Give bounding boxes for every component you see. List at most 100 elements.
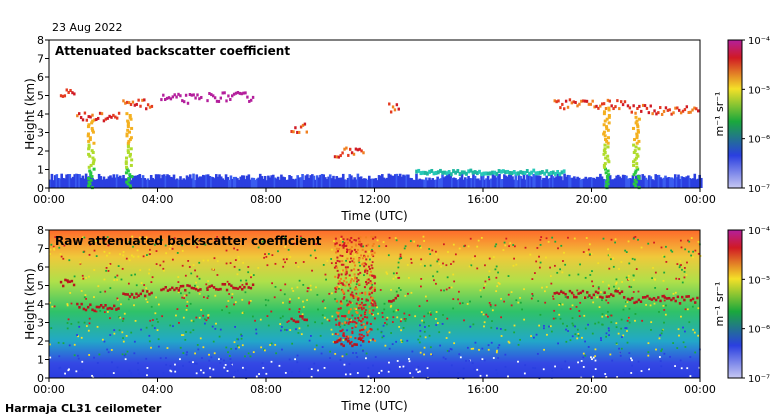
cloud-mark <box>93 118 96 122</box>
noise-mark <box>521 308 523 311</box>
noise-mark <box>429 312 432 314</box>
noise-mark <box>365 268 368 271</box>
noise-mark <box>150 305 153 308</box>
noise-mark <box>360 324 363 327</box>
boundary-layer-mark <box>130 180 133 188</box>
boundary-layer-mark <box>693 173 697 188</box>
noise-mark <box>530 297 533 300</box>
cloud-mark <box>576 104 579 108</box>
noise-mark <box>339 330 342 333</box>
noise-mark <box>314 257 317 259</box>
cloud-mark <box>166 289 170 292</box>
noise-mark <box>428 334 431 337</box>
noise-mark <box>694 351 697 354</box>
noise-mark <box>53 247 55 250</box>
noise-mark <box>663 299 666 302</box>
noise-mark <box>136 249 139 252</box>
noise-mark <box>484 283 487 286</box>
noise-mark <box>195 281 197 284</box>
noise-mark <box>367 243 370 246</box>
boundary-layer-mark <box>224 174 228 188</box>
noise-mark <box>133 340 136 343</box>
noise-mark <box>430 313 432 316</box>
noise-mark <box>73 343 76 346</box>
noise-mark <box>452 260 455 263</box>
noise-mark <box>282 258 285 261</box>
noise-mark <box>345 251 348 254</box>
precip-mark <box>124 160 128 164</box>
boundary-layer-mark <box>81 175 85 188</box>
boundary-layer-mark <box>182 178 186 188</box>
noise-mark <box>315 286 317 289</box>
noise-mark <box>559 317 562 320</box>
noise-mark <box>188 266 191 268</box>
noise-mark <box>356 311 359 314</box>
noise-mark <box>236 344 239 347</box>
noise-mark <box>543 327 545 330</box>
noise-mark <box>362 335 365 338</box>
noise-mark <box>366 334 369 337</box>
noise-mark <box>345 299 348 302</box>
noise-mark <box>477 239 480 242</box>
noise-mark <box>531 294 534 297</box>
noise-mark <box>452 377 455 380</box>
noise-mark <box>517 301 520 304</box>
precip-mark <box>634 180 638 184</box>
noise-mark <box>419 263 422 266</box>
noise-mark <box>427 312 430 315</box>
precip-mark <box>86 134 90 138</box>
noise-mark <box>296 286 299 289</box>
aerosol-mark <box>510 171 514 176</box>
noise-mark <box>680 264 682 266</box>
noise-mark <box>418 341 421 344</box>
noise-mark <box>296 361 299 364</box>
cloud-mark <box>626 104 630 108</box>
cloud-mark <box>114 115 117 119</box>
cloud-mark <box>93 309 96 313</box>
noise-mark <box>149 253 151 255</box>
cloud-mark <box>227 94 230 98</box>
boundary-layer-mark <box>680 176 684 188</box>
noise-mark <box>692 256 694 259</box>
precip-mark <box>88 136 92 140</box>
boundary-layer-mark <box>50 173 54 188</box>
noise-mark <box>360 314 363 317</box>
noise-mark <box>321 300 324 303</box>
noise-mark <box>385 271 388 274</box>
noise-mark <box>349 373 352 376</box>
noise-mark <box>440 265 443 268</box>
cloud-mark <box>393 108 397 112</box>
noise-mark <box>366 269 369 272</box>
noise-mark <box>172 325 174 328</box>
noise-mark <box>87 329 90 332</box>
noise-mark <box>335 286 338 289</box>
noise-mark <box>346 266 349 269</box>
noise-mark <box>249 355 252 358</box>
noise-mark <box>395 309 398 312</box>
x-tick-label: 20:00 <box>576 193 608 206</box>
plot-area <box>49 40 700 188</box>
noise-mark <box>539 238 542 241</box>
cloud-mark <box>640 109 643 113</box>
noise-mark <box>233 303 235 306</box>
noise-mark <box>496 285 499 288</box>
cloud-mark <box>164 98 167 102</box>
noise-mark <box>373 317 376 320</box>
boundary-layer-mark <box>289 176 293 188</box>
noise-mark <box>509 242 512 245</box>
noise-mark <box>293 242 296 245</box>
noise-mark <box>483 286 485 289</box>
boundary-layer-mark <box>363 178 366 188</box>
noise-mark <box>316 293 319 296</box>
cloud-mark <box>351 344 354 348</box>
noise-mark <box>681 281 684 284</box>
boundary-layer-mark <box>376 180 379 188</box>
noise-mark <box>362 307 365 310</box>
noise-mark <box>487 276 490 278</box>
noise-mark <box>116 366 119 369</box>
noise-mark <box>461 302 464 305</box>
noise-mark <box>354 325 357 328</box>
noise-mark <box>106 236 109 238</box>
boundary-layer-mark <box>665 177 669 188</box>
